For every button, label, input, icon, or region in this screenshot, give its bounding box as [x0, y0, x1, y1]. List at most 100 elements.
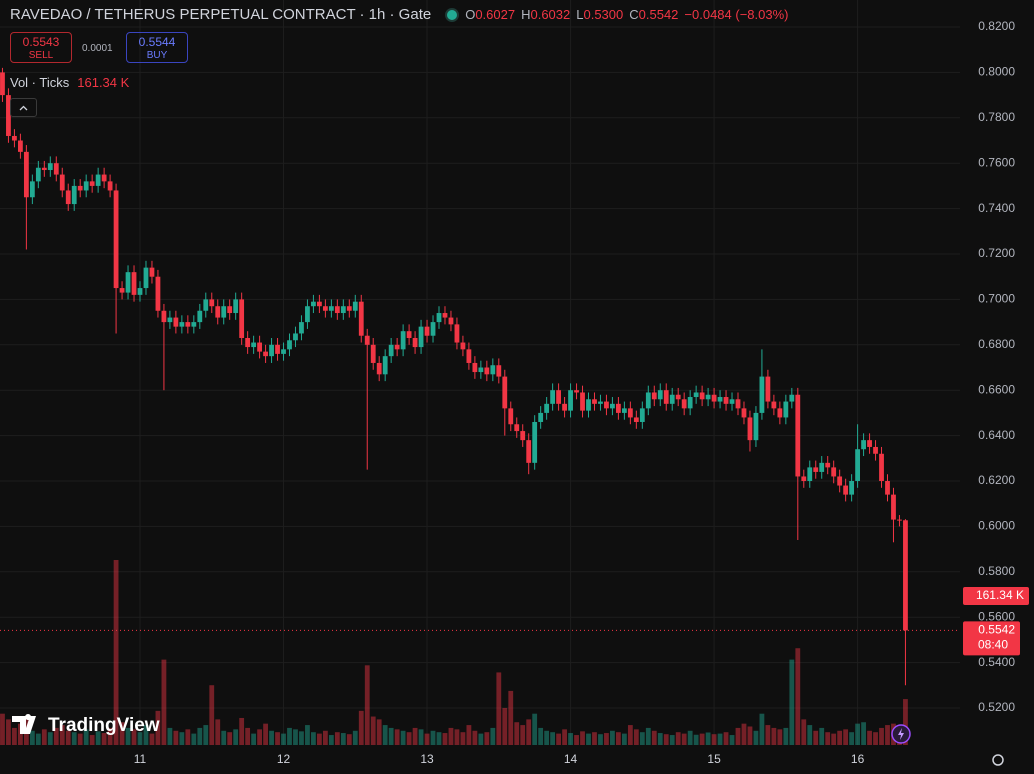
volume-bar: [346, 734, 352, 745]
sell-button[interactable]: 0.5543 SELL: [10, 32, 72, 63]
candle-body: [95, 174, 101, 186]
volume-bar: [550, 732, 556, 745]
y-tick-label: 0.5600: [978, 609, 1015, 623]
volume-bar: [556, 733, 561, 745]
candle-body: [466, 349, 472, 363]
volume-bar: [299, 731, 304, 745]
candle-body: [645, 392, 651, 409]
volume-bar: [861, 722, 866, 745]
candle-body: [741, 408, 747, 418]
volume-bar: [873, 732, 878, 745]
volume-bar: [18, 723, 23, 745]
volume-title: Vol · Ticks: [10, 75, 70, 90]
candle-body: [167, 317, 173, 323]
candle-body: [723, 397, 729, 404]
watermark: TradingView: [48, 715, 160, 736]
volume-bar: [376, 719, 382, 745]
candle-body: [376, 362, 382, 375]
candle-body: [251, 342, 257, 348]
candle-body: [711, 394, 717, 402]
candle-body: [693, 392, 699, 398]
volume-bar: [6, 719, 11, 745]
candle-body: [633, 417, 639, 422]
volume-bar: [245, 727, 251, 745]
candle-body: [59, 174, 65, 191]
volume-bar: [813, 730, 819, 745]
volume-bar: [12, 727, 17, 745]
candle-body: [843, 485, 849, 495]
x-tick-label: 16: [851, 752, 865, 766]
candle-body: [903, 520, 908, 631]
volume-bar: [430, 730, 436, 745]
volume-bar: [801, 719, 807, 745]
candle-body: [651, 392, 657, 400]
volume-bar: [281, 733, 286, 745]
volume-bar: [633, 729, 639, 745]
candle-body: [604, 401, 609, 409]
candle-body: [813, 467, 819, 472]
volume-bar: [35, 733, 41, 745]
candle-body: [873, 446, 878, 454]
candle-body: [299, 322, 304, 334]
candle-body: [185, 322, 191, 327]
volume-bar: [191, 733, 197, 745]
volume-bar: [825, 732, 831, 745]
volume-bar: [149, 733, 155, 745]
volume-bar: [669, 735, 675, 745]
buy-label: BUY: [146, 50, 168, 61]
candle-body: [245, 337, 251, 348]
settings-icon: [992, 754, 1004, 766]
volume-value: 161.34 K: [77, 75, 130, 90]
volume-bar: [681, 733, 687, 745]
candle-body: [179, 322, 185, 327]
candle-body: [101, 174, 107, 182]
volume-bar: [328, 735, 334, 745]
volume-bar: [95, 731, 101, 745]
candle-body: [789, 394, 795, 402]
volume-bar: [107, 727, 113, 745]
countdown: 08:40: [978, 638, 1008, 652]
candle-body: [735, 399, 741, 409]
candle-body: [885, 481, 890, 495]
volume-bar: [711, 734, 717, 745]
candle-body: [239, 299, 245, 338]
y-tick-label: 0.5800: [978, 564, 1015, 578]
legend-key: L: [576, 7, 584, 22]
volume-bar: [400, 730, 406, 745]
candle-body: [879, 453, 884, 482]
y-tick-label: 0.8000: [978, 65, 1015, 79]
candle-body: [621, 408, 627, 413]
collapse-button[interactable]: [10, 98, 37, 117]
volume-bar: [352, 730, 358, 745]
candle-body: [77, 185, 83, 191]
candle-body: [891, 494, 896, 520]
buy-button[interactable]: 0.5544 BUY: [126, 32, 188, 63]
volume-bar: [849, 732, 855, 745]
volume-bar: [526, 719, 532, 745]
candle-body: [221, 306, 227, 318]
candle-body: [287, 340, 292, 350]
legend-key: O: [465, 7, 476, 22]
candle-body: [496, 365, 502, 377]
volume-bar: [293, 729, 298, 745]
candle-body: [197, 310, 203, 323]
volume-bar: [137, 732, 143, 745]
candle-body: [23, 151, 29, 198]
volume-bar: [837, 730, 843, 745]
volume-bar: [831, 733, 837, 745]
candle-body: [442, 313, 448, 318]
candle-body: [119, 288, 125, 293]
volume-bar: [340, 733, 346, 745]
volume-bar: [616, 732, 621, 745]
x-tick-label: 12: [277, 752, 291, 766]
candle-body: [305, 306, 310, 323]
volume-badge-bg: [963, 587, 1029, 605]
candle-body: [801, 476, 807, 482]
y-tick-label: 0.6200: [978, 473, 1015, 487]
candle-body: [388, 344, 394, 357]
lightning-icon: [898, 728, 904, 740]
volume-bar: [185, 729, 191, 745]
volume-bar: [47, 732, 53, 745]
volume-bar: [418, 729, 424, 745]
